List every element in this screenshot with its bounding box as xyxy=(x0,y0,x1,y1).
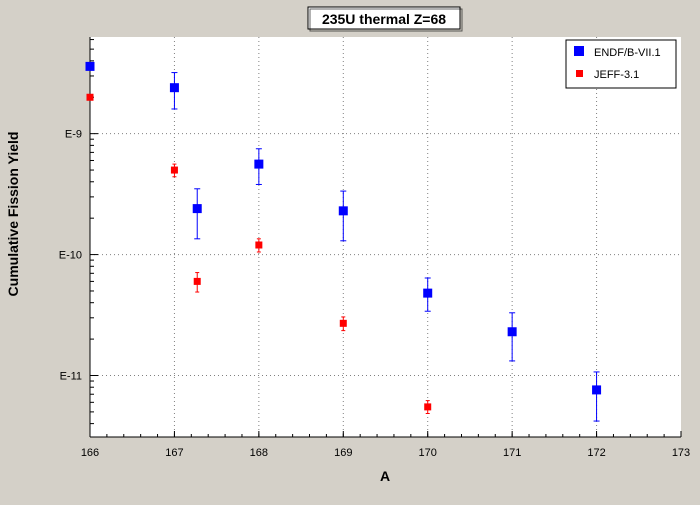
legend: ENDF/B-VII.1 JEFF-3.1 xyxy=(565,39,677,89)
data-series xyxy=(85,61,602,422)
x-tick-label: 167 xyxy=(165,447,183,459)
data-point xyxy=(254,159,264,169)
legend-marker-endf xyxy=(574,46,584,56)
data-point xyxy=(592,385,602,395)
x-tick-label: 173 xyxy=(672,447,690,459)
data-point xyxy=(85,61,95,71)
legend-marker-jeff xyxy=(576,70,583,77)
data-point xyxy=(193,277,201,285)
data-point xyxy=(255,241,263,249)
x-tick-label: 169 xyxy=(334,447,352,459)
plot-area xyxy=(90,37,681,437)
x-axis-label: A xyxy=(380,468,390,484)
x-tick-label: 168 xyxy=(250,447,268,459)
data-point xyxy=(338,206,348,216)
data-point xyxy=(169,83,179,93)
x-tick-label: 172 xyxy=(587,447,605,459)
chart-title-box: 235U thermal Z=68 xyxy=(307,6,463,32)
data-point xyxy=(170,166,178,174)
legend-label-endf: ENDF/B-VII.1 xyxy=(594,47,661,59)
series-jeff xyxy=(86,93,432,414)
series-endf xyxy=(85,61,602,422)
y-tick-label: E-11 xyxy=(60,370,82,382)
data-point xyxy=(339,319,347,327)
data-point xyxy=(507,327,517,337)
x-tick-label: 171 xyxy=(503,447,521,459)
chart-title: 235U thermal Z=68 xyxy=(322,11,446,27)
x-tick-label: 170 xyxy=(419,447,437,459)
data-point xyxy=(192,204,202,214)
data-point xyxy=(86,93,94,101)
y-tick-label: E-9 xyxy=(65,129,82,141)
data-point xyxy=(423,288,433,298)
x-tick-label: 166 xyxy=(81,447,99,459)
data-point xyxy=(424,403,432,411)
y-tick-label: E-10 xyxy=(59,250,82,262)
y-axis-label: Cumulative Fission Yield xyxy=(5,132,21,297)
legend-label-jeff: JEFF-3.1 xyxy=(594,69,639,81)
axes: 166 167 168 169 170 171 172 173 E-9 E-10 E-11 xyxy=(59,37,690,459)
